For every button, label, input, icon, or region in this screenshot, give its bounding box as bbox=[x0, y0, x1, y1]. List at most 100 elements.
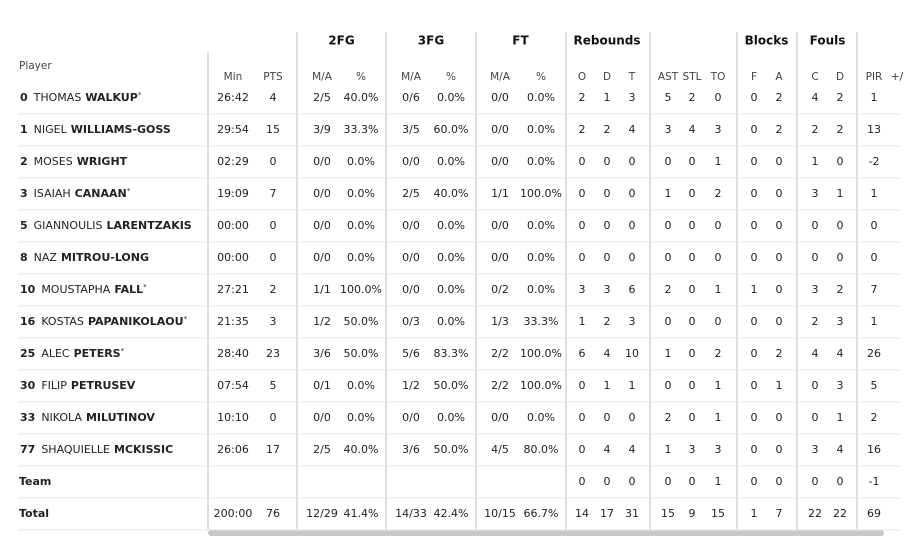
stat-cell: 0 bbox=[665, 251, 672, 264]
stat-cell: 17 bbox=[266, 443, 280, 456]
player-last-name: CANAAN bbox=[75, 187, 127, 200]
player-last-name: MITROU-LONG bbox=[61, 251, 149, 264]
stat-cell: 17 bbox=[600, 507, 614, 520]
group-header: Rebounds bbox=[573, 34, 640, 48]
stat-cell: 26:42 bbox=[217, 91, 249, 104]
stat-cell: 0 bbox=[629, 251, 636, 264]
player-number: 8 bbox=[20, 251, 28, 264]
player-first-name: MOSES bbox=[34, 155, 73, 168]
player-number: 25 bbox=[20, 347, 35, 360]
stat-cell: 0.0% bbox=[347, 379, 375, 392]
stat-cell: 0 bbox=[604, 219, 611, 232]
stat-cell: 3 bbox=[604, 283, 611, 296]
column-header: PTS bbox=[263, 71, 283, 83]
stat-cell: 15 bbox=[661, 507, 675, 520]
stat-cell: 0 bbox=[776, 443, 783, 456]
stat-cell: 5 bbox=[871, 379, 878, 392]
stat-cell: 13 bbox=[867, 123, 881, 136]
stat-cell: 0 bbox=[751, 411, 758, 424]
stat-cell: 100.0% bbox=[520, 347, 562, 360]
column-header: D bbox=[603, 71, 611, 83]
row-label: Team bbox=[19, 475, 51, 488]
stat-cell: 50.0% bbox=[344, 347, 379, 360]
stat-cell: 0.0% bbox=[527, 411, 555, 424]
column-header: STL bbox=[683, 71, 702, 83]
stat-cell: 0 bbox=[579, 379, 586, 392]
stat-cell: 31 bbox=[625, 507, 639, 520]
stat-cell: 0/1 bbox=[313, 379, 331, 392]
stat-cell: 3 bbox=[837, 315, 844, 328]
stat-cell: 3 bbox=[812, 187, 819, 200]
stat-cell: 0/0 bbox=[313, 219, 331, 232]
stat-cell: 76 bbox=[266, 507, 280, 520]
stat-cell: 3 bbox=[270, 315, 277, 328]
stat-cell: 2 bbox=[776, 91, 783, 104]
stat-cell: 2 bbox=[715, 347, 722, 360]
player-name: 1 NIGEL WILLIAMS-GOSS bbox=[20, 123, 171, 136]
stat-cell: 0 bbox=[751, 123, 758, 136]
player-first-name: FILIP bbox=[41, 379, 67, 392]
stat-cell: 26 bbox=[867, 347, 881, 360]
stat-cell: 0 bbox=[812, 411, 819, 424]
stat-cell: 2/2 bbox=[491, 379, 509, 392]
stat-cell: 0 bbox=[689, 475, 696, 488]
starter-mark: * bbox=[143, 283, 147, 291]
stat-cell: 1/2 bbox=[402, 379, 420, 392]
stat-cell: 02:29 bbox=[217, 155, 249, 168]
stat-cell: 0 bbox=[689, 251, 696, 264]
stat-cell: 3 bbox=[812, 283, 819, 296]
stat-cell: 2 bbox=[689, 91, 696, 104]
player-name: 33 NIKOLA MILUTINOV bbox=[20, 411, 155, 424]
stat-cell: 2 bbox=[604, 315, 611, 328]
column-header: % bbox=[446, 71, 456, 83]
stat-cell: 42.4% bbox=[434, 507, 469, 520]
stat-cell: 0 bbox=[776, 187, 783, 200]
stat-cell: 0.0% bbox=[527, 283, 555, 296]
stat-cell: 0 bbox=[751, 251, 758, 264]
stat-cell: 0.0% bbox=[347, 219, 375, 232]
stat-cell: 40.0% bbox=[344, 91, 379, 104]
stat-cell: 1 bbox=[837, 187, 844, 200]
stat-cell: 0 bbox=[629, 187, 636, 200]
stat-cell: 0 bbox=[689, 283, 696, 296]
stat-cell: 40.0% bbox=[344, 443, 379, 456]
stat-cell: 0 bbox=[812, 251, 819, 264]
stat-cell: 0.0% bbox=[527, 219, 555, 232]
stat-cell: 0 bbox=[715, 91, 722, 104]
stat-cell: 3 bbox=[689, 443, 696, 456]
stat-cell: 19:09 bbox=[217, 187, 249, 200]
stat-cell: 4/5 bbox=[491, 443, 509, 456]
stat-cell: -2 bbox=[869, 155, 880, 168]
stat-cell: 2 bbox=[604, 123, 611, 136]
player-number: 2 bbox=[20, 155, 28, 168]
stat-cell: 0/2 bbox=[491, 283, 509, 296]
stat-cell: 0 bbox=[665, 155, 672, 168]
stat-cell: 0 bbox=[629, 475, 636, 488]
player-header: Player bbox=[19, 60, 52, 72]
stat-cell: 0.0% bbox=[347, 251, 375, 264]
column-header: O bbox=[578, 71, 586, 83]
scrollbar[interactable] bbox=[208, 530, 884, 536]
column-header: % bbox=[536, 71, 546, 83]
stat-cell: 0 bbox=[604, 411, 611, 424]
stat-cell: 0 bbox=[871, 219, 878, 232]
stat-cell: 12/29 bbox=[306, 507, 338, 520]
player-first-name: NIKOLA bbox=[41, 411, 82, 424]
stat-cell: 1 bbox=[665, 347, 672, 360]
stat-cell: 0 bbox=[751, 219, 758, 232]
stat-cell: 80.0% bbox=[524, 443, 559, 456]
stat-cell: 0.0% bbox=[347, 411, 375, 424]
player-last-name: LARENTZAKIS bbox=[106, 219, 191, 232]
stat-cell: 0.0% bbox=[437, 315, 465, 328]
stat-cell: 1 bbox=[871, 91, 878, 104]
stat-cell: 0 bbox=[689, 219, 696, 232]
player-number: 0 bbox=[20, 91, 28, 104]
stat-cell: 0 bbox=[579, 251, 586, 264]
stat-cell: 0.0% bbox=[347, 187, 375, 200]
stat-cell: 0 bbox=[579, 411, 586, 424]
stat-cell: 0 bbox=[270, 155, 277, 168]
stat-cell: 0.0% bbox=[437, 91, 465, 104]
stat-cell: 0/0 bbox=[402, 283, 420, 296]
player-last-name: PETRUSEV bbox=[71, 379, 136, 392]
